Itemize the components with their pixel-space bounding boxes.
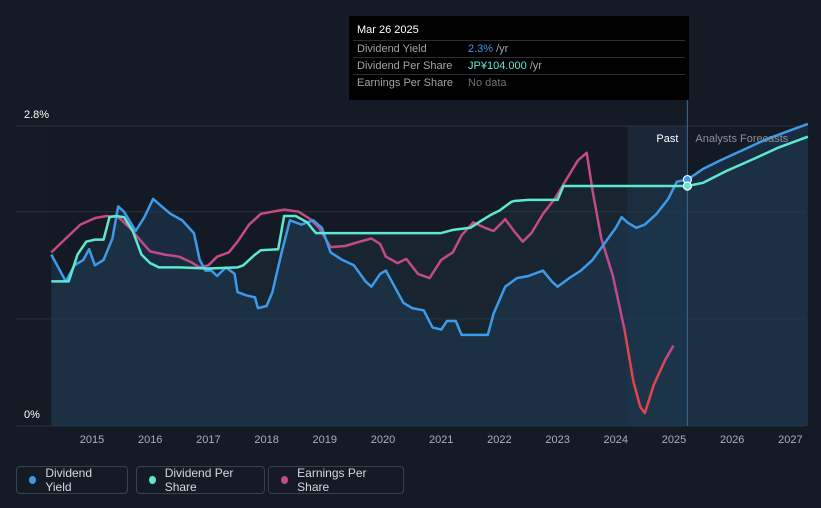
x-tick-label: 2026 [720, 434, 744, 446]
x-tick-label: 2017 [196, 434, 220, 446]
tooltip-value: No data [468, 77, 507, 89]
forecast-label: Analysts Forecasts [695, 133, 788, 145]
series-areas [51, 123, 808, 427]
x-axis-tick-labels: 2015 2016 2017 2018 2019 2020 2021 2022 2023 2024… [80, 434, 803, 446]
legend-dot-icon [149, 476, 156, 484]
earnings-per-share-line-recent [664, 344, 675, 361]
x-tick-label: 2025 [662, 434, 686, 446]
legend-item-earnings-per-share[interactable]: Earnings Per Share [268, 466, 404, 494]
legend-dot-icon [281, 476, 289, 484]
x-tick-label: 2015 [80, 434, 104, 446]
tooltip-value: JP¥104.000/yr [468, 60, 542, 72]
past-label: Past [656, 133, 678, 145]
dividend-per-share-line [51, 135, 809, 283]
tooltip-row-earnings-per-share: Earnings Per Share No data [353, 74, 685, 92]
tooltip-label: Dividend Per Share [357, 60, 453, 72]
legend-item-dividend-per-share[interactable]: Dividend Per Share [136, 466, 265, 494]
legend-label: Earnings Per Share [297, 466, 367, 494]
current-value-markers [682, 174, 692, 191]
x-tick-label: 2016 [138, 434, 162, 446]
x-tick-label: 2024 [604, 434, 628, 446]
dividend-yield-area [51, 123, 808, 427]
tooltip-value: 2.3%/yr [468, 43, 509, 55]
x-tick-label: 2018 [254, 434, 278, 446]
dividend-yield-line [50, 122, 809, 337]
tooltip: Mar 26 2025 Dividend Yield 2.3%/yr Divid… [349, 16, 689, 100]
legend-item-dividend-yield[interactable]: Dividend Yield [16, 466, 128, 494]
series-lines [50, 122, 809, 415]
earnings-per-share-line [50, 151, 626, 330]
x-tick-label: 2027 [778, 434, 802, 446]
legend-label: Dividend Per Share [164, 466, 234, 494]
tooltip-row-dividend-yield: Dividend Yield 2.3%/yr [353, 40, 685, 58]
dividend-per-share-marker [682, 181, 692, 191]
y-axis-tick-labels: 2.8% 0% [24, 109, 49, 421]
x-tick-label: 2021 [429, 434, 453, 446]
x-tick-label: 2023 [545, 434, 569, 446]
y-tick-label: 0% [24, 409, 40, 421]
tooltip-date: Mar 26 2025 [357, 24, 419, 36]
y-tick-label: 2.8% [24, 109, 49, 121]
dividend-per-share-area [51, 136, 808, 426]
earnings-per-share-line-low [623, 329, 667, 415]
tooltip-label: Earnings Per Share [357, 77, 453, 89]
tooltip-row-dividend-per-share: Dividend Per Share JP¥104.000/yr [353, 57, 685, 75]
tooltip-label: Dividend Yield [357, 43, 427, 55]
legend-dot-icon [29, 476, 37, 484]
legend-label: Dividend Yield [45, 466, 93, 494]
x-tick-label: 2020 [371, 434, 395, 446]
x-tick-label: 2019 [313, 434, 337, 446]
x-tick-label: 2022 [487, 434, 511, 446]
